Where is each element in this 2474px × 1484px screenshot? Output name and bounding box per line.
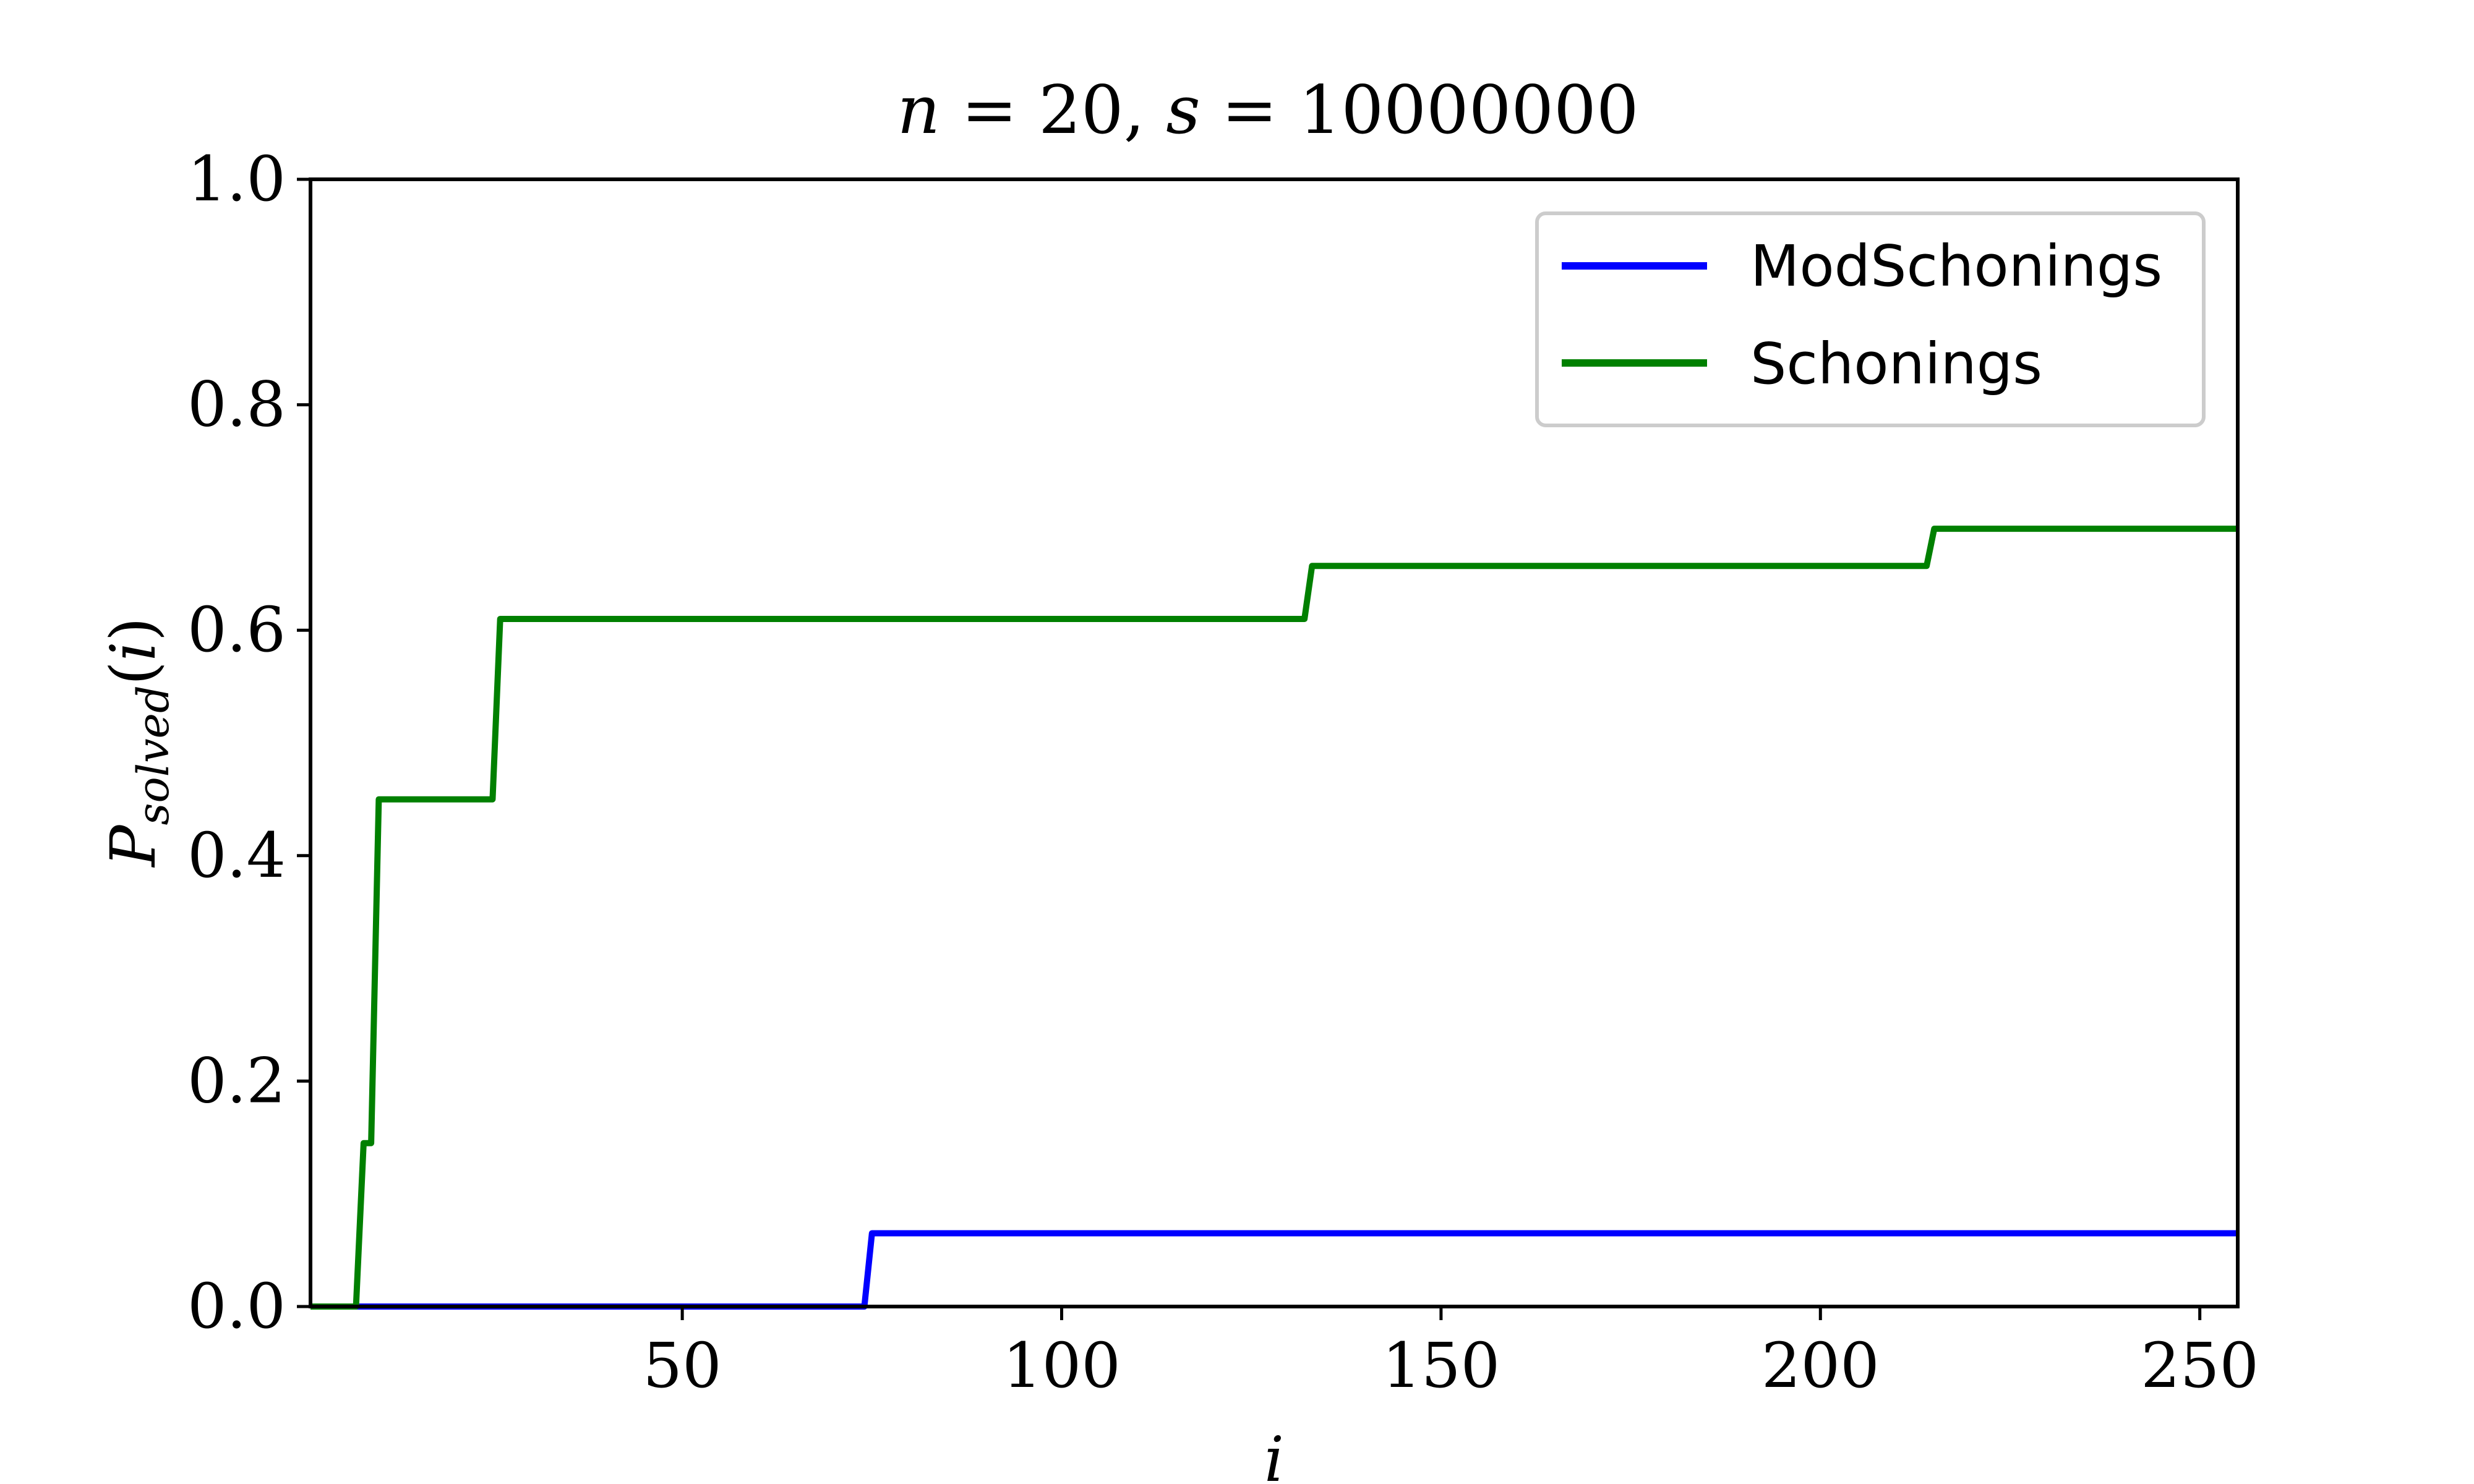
y-tick-label: 0.0 [187,1270,286,1342]
series-layer [310,526,2238,1310]
title-n-var: n [897,72,940,149]
y-label-sub: solved [128,685,179,825]
plot-frame [309,177,2240,1308]
title-s-eq: = 10000000 [1201,72,1639,149]
legend-label-modschonings: ModSchonings [1750,233,2162,299]
x-axis-label: i [1264,1423,1284,1484]
y-axis: 0.0 0.2 0.4 0.6 0.8 1.0 [187,143,310,1342]
y-tick-label: 0.4 [187,819,286,892]
y-tick-label: 1.0 [187,143,286,215]
y-label-close: ) [97,617,169,641]
legend: ModSchonings Schonings [1535,211,2206,427]
x-axis: 50 100 150 200 250 [643,1307,2259,1402]
title-s-var: s [1166,72,1200,149]
y-label-arg: i [97,641,169,661]
legend-label-schonings: Schonings [1750,331,2042,397]
title-n-eq: = 20, [940,72,1166,149]
chart-title: n = 20, s = 10000000 [897,72,1638,149]
x-tick-label: 250 [2141,1329,2259,1402]
x-tick-label: 100 [1003,1329,1121,1402]
x-tick-label: 150 [1382,1329,1500,1402]
x-tick-label: 50 [643,1329,721,1402]
series-line-modschonings [310,1230,2238,1310]
y-tick-label: 0.2 [187,1044,286,1117]
y-label-open: ( [97,661,169,685]
y-axis-label: Psolved(i) [97,617,179,868]
x-tick-label: 200 [1761,1329,1880,1402]
y-tick-label: 0.8 [187,369,286,441]
y-label-main: P [97,824,169,868]
y-tick-label: 0.6 [187,594,286,666]
series-line-schonings [310,526,2238,1310]
